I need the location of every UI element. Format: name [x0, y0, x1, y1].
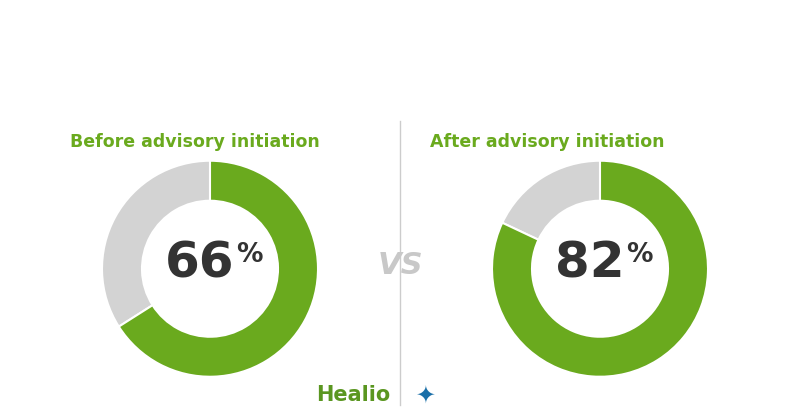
Text: After advisory initiation: After advisory initiation: [430, 133, 665, 151]
Text: 82: 82: [555, 240, 625, 288]
Wedge shape: [492, 161, 708, 377]
Text: %: %: [626, 242, 653, 268]
Text: TB screening rates of before and after the
initiation of the automated advisory:: TB screening rates of before and after t…: [159, 27, 641, 73]
Text: 66: 66: [166, 240, 234, 288]
Text: Healio: Healio: [316, 385, 390, 405]
Text: VS: VS: [377, 251, 423, 280]
Text: %: %: [236, 242, 262, 268]
Text: Before advisory initiation: Before advisory initiation: [70, 133, 320, 151]
Wedge shape: [502, 161, 600, 240]
Text: ✦: ✦: [415, 383, 434, 407]
Wedge shape: [119, 161, 318, 377]
Wedge shape: [102, 161, 210, 327]
